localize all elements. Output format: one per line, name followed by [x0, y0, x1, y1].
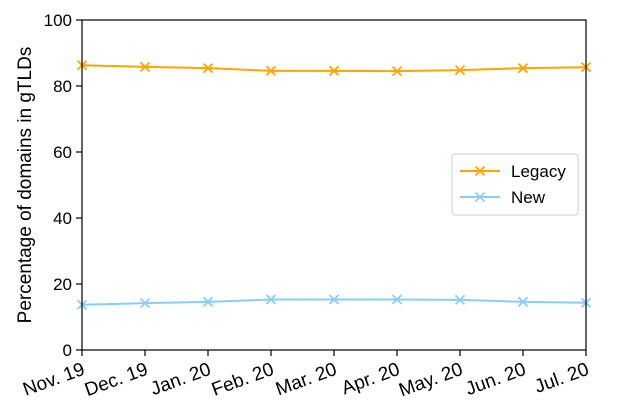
data-point-legacy: [202, 63, 214, 74]
data-point-legacy: [517, 63, 529, 74]
x-tick-label: Nov. 19: [20, 359, 87, 397]
data-point-new: [265, 294, 277, 305]
y-tick-label: 20: [53, 275, 72, 294]
data-point-new: [328, 294, 340, 305]
legend: Legacy New: [451, 153, 579, 216]
data-point-legacy: [139, 61, 151, 72]
x-tick-label: Jul. 20: [532, 359, 592, 397]
x-tick-label: Mar. 20: [273, 359, 340, 397]
y-tick-label: 80: [53, 77, 72, 96]
x-tick-label: Dec. 19: [82, 359, 151, 397]
y-tick-label: 100: [44, 11, 72, 30]
data-point-legacy: [454, 65, 466, 76]
data-point-new: [517, 296, 529, 307]
series-layer: [76, 60, 592, 310]
x-tick-label: May. 20: [396, 359, 465, 397]
data-point-legacy: [265, 65, 277, 76]
data-point-new: [202, 296, 214, 307]
x-tick-label: Jan. 20: [148, 359, 214, 397]
legend-label-new: New: [511, 188, 546, 207]
data-point-new: [139, 298, 151, 309]
x-tick-label: Feb. 20: [209, 359, 277, 397]
data-point-legacy: [328, 65, 340, 76]
data-point-new: [391, 294, 403, 305]
y-tick-label: 60: [53, 143, 72, 162]
legend-item-new: New: [460, 188, 546, 207]
y-tick-label: 40: [53, 209, 72, 228]
y-tick-label: 0: [63, 341, 72, 360]
data-point-new: [454, 294, 466, 305]
x-tick-label: Apr. 20: [339, 359, 403, 397]
data-point-legacy: [391, 66, 403, 77]
x-tick-label: Jun. 20: [463, 359, 529, 397]
legend-item-legacy: Legacy: [460, 162, 566, 181]
legend-label-legacy: Legacy: [511, 162, 566, 181]
y-axis-label: Percentage of domains in gTLDs: [15, 47, 36, 324]
